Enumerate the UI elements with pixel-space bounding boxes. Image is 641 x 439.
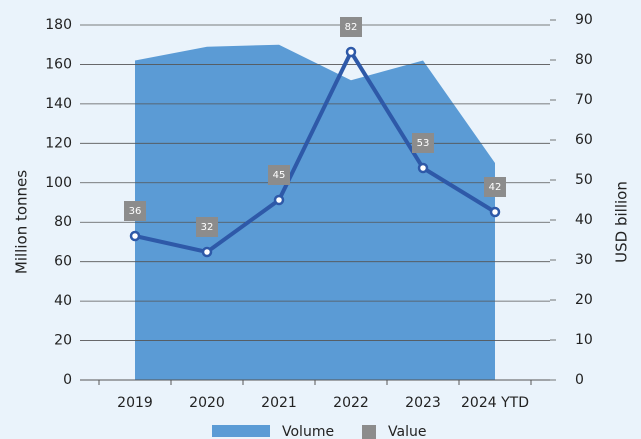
value-marker [345, 46, 357, 58]
data-label-box [340, 17, 362, 37]
volume-area [135, 44, 495, 380]
legend-swatch [212, 425, 270, 437]
x-tick-label: 2020 [189, 395, 225, 411]
y2-tick-label: 0 [575, 372, 584, 388]
data-label-box [196, 217, 218, 237]
y2-tick-label: 30 [575, 252, 593, 268]
data-label: 36 [129, 206, 142, 217]
y-axis-title: Million tonnes [13, 170, 31, 274]
data-label: 32 [201, 222, 214, 233]
legend-swatch [362, 425, 376, 439]
y2-tick-label: 20 [575, 292, 593, 308]
value-marker [201, 246, 213, 258]
y2-tick-label: 60 [575, 132, 593, 148]
y-tick-label: 20 [54, 333, 72, 349]
value-marker [417, 162, 429, 174]
y2-tick-label: 90 [575, 12, 593, 28]
value-marker [489, 206, 501, 218]
legend-label: Value [388, 424, 426, 439]
data-label-box [412, 133, 434, 153]
y-tick-label: 100 [45, 175, 72, 191]
y-tick-label: 160 [45, 56, 72, 72]
value-marker [129, 230, 141, 242]
legend-label: Volume [282, 424, 334, 439]
y-tick-label: 120 [45, 135, 72, 151]
y2-axis-title: USD billion [613, 181, 631, 263]
y-tick-label: 140 [45, 96, 72, 112]
x-tick-label: 2023 [405, 395, 441, 411]
y2-tick-label: 40 [575, 212, 593, 228]
data-label-box [124, 201, 146, 221]
x-tick-label: 2021 [261, 395, 297, 411]
y2-tick-label: 10 [575, 332, 593, 348]
data-label: 82 [345, 22, 358, 33]
value-line [134, 47, 497, 255]
y2-tick-label: 50 [575, 172, 593, 188]
data-label: 42 [489, 182, 502, 193]
y2-tick-label: 70 [575, 92, 593, 108]
data-label-box [268, 165, 290, 185]
data-label-box [484, 177, 506, 197]
x-tick-label: 2022 [333, 395, 369, 411]
y-tick-label: 180 [45, 17, 72, 33]
y-tick-label: 0 [63, 372, 72, 388]
x-tick-label: 2019 [117, 395, 153, 411]
value-marker [273, 194, 285, 206]
x-tick-label: 2024 YTD [461, 395, 529, 411]
y-tick-label: 60 [54, 254, 72, 270]
y-tick-label: 80 [54, 214, 72, 230]
data-label: 53 [417, 138, 430, 149]
data-label: 45 [273, 170, 286, 181]
y2-tick-label: 80 [575, 52, 593, 68]
y-tick-label: 40 [54, 293, 72, 309]
